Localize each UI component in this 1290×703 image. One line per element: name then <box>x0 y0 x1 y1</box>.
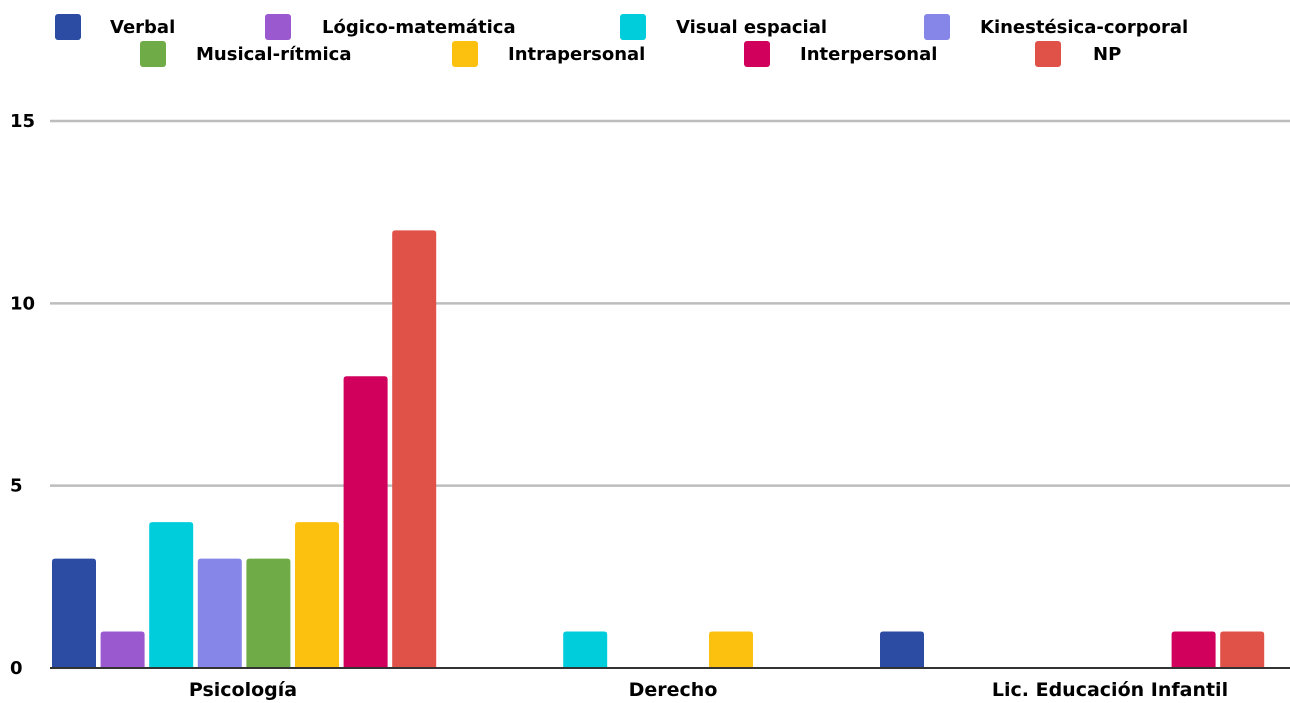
x-category-label: Psicología <box>189 679 297 701</box>
bar-visual-espacial-1 <box>563 631 608 668</box>
y-tick-label: 15 <box>10 111 35 132</box>
bar-verbal-2 <box>880 631 924 668</box>
legend-label: Intrapersonal <box>508 44 645 65</box>
gridlines <box>50 119 1290 487</box>
legend-label: Musical-rítmica <box>196 44 351 65</box>
bar-intrapersonal-1 <box>709 631 753 668</box>
bar-interpersonal-0 <box>343 376 388 668</box>
bar-kinest-sica-corporal-0 <box>197 558 242 668</box>
legend-label: Visual espacial <box>676 17 827 38</box>
bar-visual-espacial-0 <box>149 522 194 668</box>
legend-label: Lógico-matemática <box>322 17 516 38</box>
y-tick-label: 5 <box>10 476 23 497</box>
legend: Verbal Lógico-matemática Visual espacial Ki… <box>55 14 1188 67</box>
bar-np-2 <box>1220 631 1265 668</box>
axes: 0 5 10 15 Psicología Derecho Lic. Educación In… <box>10 111 1290 701</box>
legend-swatch <box>265 14 291 40</box>
legend-swatch <box>452 41 478 67</box>
y-tick-label: 10 <box>10 293 35 314</box>
bar-interpersonal-2 <box>1171 631 1216 668</box>
legend-swatch <box>620 14 646 40</box>
legend-swatch <box>924 14 950 40</box>
bar-l-gico-matem-tica-0 <box>100 631 145 668</box>
legend-swatch <box>140 41 166 67</box>
bars <box>52 230 1265 668</box>
x-category-label: Lic. Educación Infantil <box>992 679 1228 701</box>
legend-label: Verbal <box>110 17 175 38</box>
x-category-label: Derecho <box>629 679 718 701</box>
y-tick-label: 0 <box>10 658 23 679</box>
legend-label: NP <box>1093 44 1121 65</box>
bar-verbal-0 <box>52 558 96 668</box>
legend-swatch <box>1035 41 1061 67</box>
legend-label: Kinestésica-corporal <box>980 17 1188 38</box>
bar-musical-r-tmica-0 <box>246 558 291 668</box>
bar-intrapersonal-0 <box>295 522 339 668</box>
legend-label: Interpersonal <box>800 44 937 65</box>
bar-np-0 <box>392 230 437 668</box>
legend-swatch <box>744 41 770 67</box>
legend-swatch <box>55 14 81 40</box>
